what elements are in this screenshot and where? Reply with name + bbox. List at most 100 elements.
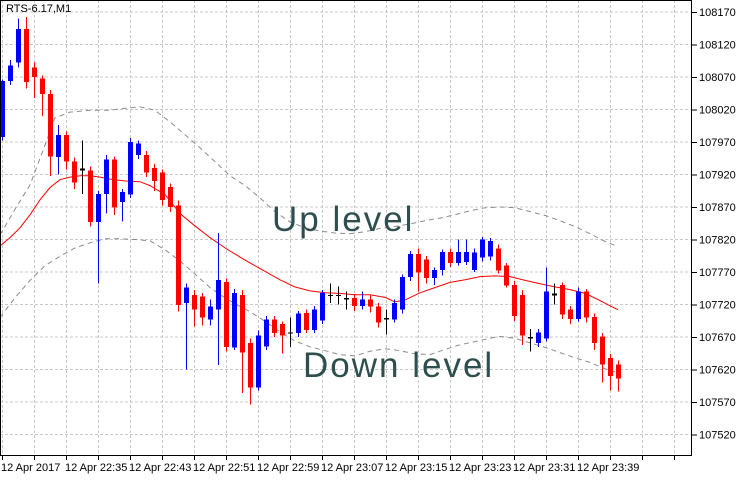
price-tick-label: 107620 xyxy=(699,365,736,377)
candle-body xyxy=(448,251,453,263)
candle-body xyxy=(376,306,381,323)
candle-body xyxy=(608,357,613,376)
candle-body xyxy=(592,316,597,343)
candle-body xyxy=(256,335,261,388)
time-tick-label: 12 Apr 23:07 xyxy=(321,462,383,474)
symbol-timeframe-label: RTS-6.17,M1 xyxy=(6,3,72,15)
candle-body xyxy=(216,279,221,310)
candle-body xyxy=(184,287,189,304)
lower-band-line xyxy=(0,238,619,374)
price-tick-label: 107720 xyxy=(699,300,736,312)
candle-body xyxy=(96,194,101,222)
candle-body xyxy=(128,142,133,195)
candle-body xyxy=(160,172,165,200)
candle-body xyxy=(232,292,237,348)
time-tick-label: 12 Apr 22:43 xyxy=(129,462,191,474)
candle-body xyxy=(408,253,413,278)
candle-body xyxy=(480,239,485,258)
time-tick-label: 12 Apr 23:23 xyxy=(449,462,511,474)
candle-body xyxy=(40,78,45,94)
candle-body xyxy=(464,251,469,263)
candle-body xyxy=(568,309,573,319)
candle-body xyxy=(432,270,437,278)
time-tick-label: 12 Apr 22:51 xyxy=(193,462,255,474)
time-tick-label: 12 Apr 23:15 xyxy=(385,462,447,474)
candle-body xyxy=(312,309,317,330)
candle-body xyxy=(544,291,549,339)
candle-body xyxy=(328,294,333,297)
time-tick-label: 12 Apr 22:35 xyxy=(65,462,127,474)
candle-body xyxy=(440,251,445,270)
price-tick-label: 107670 xyxy=(699,332,736,344)
candle-body xyxy=(488,240,493,257)
price-tick-label: 108120 xyxy=(699,40,736,52)
time-tick-label: 12 Apr 22:59 xyxy=(257,462,319,474)
candle-body xyxy=(240,294,245,353)
candle-body xyxy=(248,342,253,388)
candle-body xyxy=(400,277,405,310)
price-tick-label: 107870 xyxy=(699,202,736,214)
candle-body xyxy=(192,294,197,310)
candle-body xyxy=(368,299,373,307)
candle-body xyxy=(584,291,589,318)
candle-body xyxy=(600,336,605,365)
candle-body xyxy=(496,248,501,271)
price-tick-label: 107570 xyxy=(699,397,736,409)
candle-body xyxy=(552,293,557,296)
candle-body xyxy=(528,337,533,339)
candle-body xyxy=(104,159,109,194)
candle-body xyxy=(112,159,117,208)
candle-body xyxy=(384,318,389,320)
time-tick-label: 12 Apr 23:39 xyxy=(577,462,639,474)
candle-body xyxy=(352,298,357,306)
candle-body xyxy=(16,28,21,63)
candle-body xyxy=(72,161,77,183)
price-tick-label: 107920 xyxy=(699,170,736,182)
candle-body xyxy=(616,364,621,379)
candle-body xyxy=(48,93,53,157)
price-tick-label: 107770 xyxy=(699,267,736,279)
ma-line xyxy=(0,175,619,311)
price-tick-label: 107520 xyxy=(699,430,736,442)
candle-body xyxy=(560,285,565,315)
candle-body xyxy=(168,186,173,207)
candle-body xyxy=(456,251,461,263)
candle-body xyxy=(224,281,229,347)
time-tick-label: 12 Apr 23:31 xyxy=(513,462,575,474)
candle-body xyxy=(288,332,293,334)
candle-body xyxy=(296,313,301,334)
price-tick-label: 108020 xyxy=(699,105,736,117)
candle-body xyxy=(32,67,37,78)
candle-body xyxy=(304,312,309,330)
candle-body xyxy=(504,265,509,286)
candle-body xyxy=(80,168,85,171)
candle-body xyxy=(0,80,5,137)
candle-body xyxy=(576,291,581,319)
time-tick-label: 12 Apr 2017 xyxy=(1,462,60,474)
candle-body xyxy=(536,332,541,343)
down-level-annotation: Down level xyxy=(303,346,495,385)
price-tick-label: 107820 xyxy=(699,235,736,247)
candle-body xyxy=(320,292,325,321)
price-tick-label: 108070 xyxy=(699,72,736,84)
candle-body xyxy=(416,253,421,273)
candle-body xyxy=(136,143,141,155)
candle-body xyxy=(56,134,61,157)
candle-body xyxy=(344,298,349,300)
candle-body xyxy=(472,252,477,271)
candle-body xyxy=(360,299,365,306)
candle-body xyxy=(144,155,149,173)
candle-body xyxy=(280,324,285,336)
candle-body xyxy=(392,303,397,320)
candle-body xyxy=(88,170,93,222)
candle-body xyxy=(208,306,213,320)
candle-body xyxy=(200,296,205,318)
candle-body xyxy=(24,28,29,83)
candle-body xyxy=(8,65,13,81)
up-level-annotation: Up level xyxy=(272,200,415,239)
price-tick-label: 108170 xyxy=(699,7,736,19)
candle-body xyxy=(176,205,181,306)
